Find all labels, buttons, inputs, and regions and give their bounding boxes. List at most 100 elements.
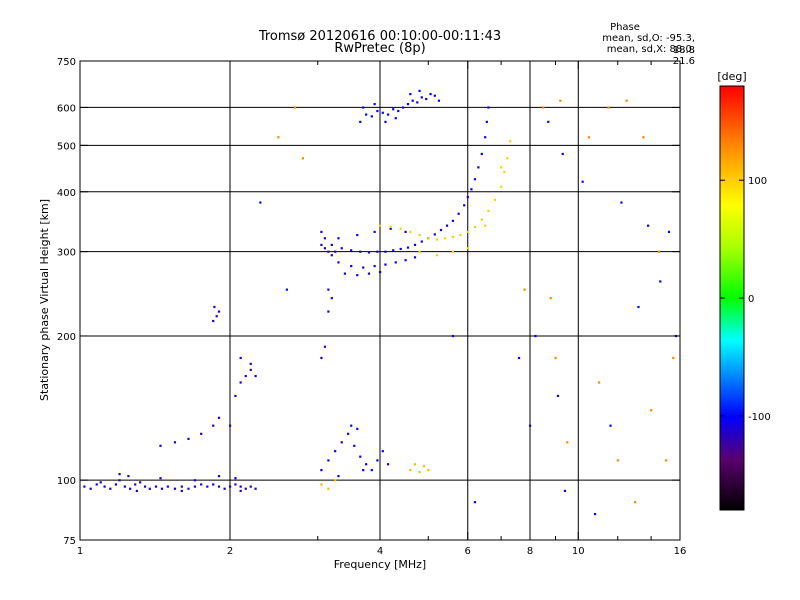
data-point — [277, 136, 280, 139]
data-point — [413, 256, 417, 259]
data-point — [103, 485, 106, 488]
data-point — [143, 485, 147, 488]
data-point — [443, 237, 447, 240]
data-point — [418, 250, 421, 253]
data-point — [129, 487, 132, 490]
y-tick-label: 100 — [57, 476, 76, 487]
data-point — [487, 209, 490, 213]
data-point — [359, 120, 362, 123]
data-point — [200, 483, 203, 486]
data-point — [327, 487, 330, 490]
data-point — [301, 157, 305, 160]
data-point — [350, 424, 353, 427]
data-point — [334, 479, 337, 482]
data-point — [650, 409, 653, 412]
data-point — [406, 246, 410, 249]
data-point — [376, 109, 379, 113]
data-point — [239, 485, 242, 488]
data-point — [506, 157, 509, 160]
data-point — [473, 501, 477, 504]
data-point — [323, 345, 327, 348]
data-point — [593, 512, 597, 516]
data-point — [373, 230, 376, 233]
data-point — [234, 483, 237, 486]
y-axis-label: Stationary phase Virtual Height [km] — [38, 199, 51, 401]
data-point — [285, 288, 288, 291]
data-point — [139, 481, 142, 484]
data-point — [386, 113, 390, 116]
data-point — [367, 251, 371, 254]
data-point — [334, 450, 337, 453]
data-point — [359, 250, 362, 253]
data-point — [346, 432, 350, 435]
data-point — [529, 424, 532, 427]
data-point — [187, 437, 190, 440]
data-point — [637, 305, 640, 309]
data-point — [517, 356, 521, 360]
data-point — [435, 238, 438, 241]
data-point — [587, 136, 591, 139]
data-point — [389, 225, 392, 229]
data-point — [180, 489, 183, 493]
data-point — [99, 481, 102, 484]
data-point — [323, 247, 327, 250]
data-point — [665, 459, 668, 462]
data-point — [89, 487, 92, 490]
data-point — [330, 297, 333, 300]
data-point — [404, 230, 407, 233]
data-point — [473, 225, 477, 229]
data-point — [493, 198, 497, 201]
data-point — [370, 115, 373, 118]
data-point — [362, 266, 365, 269]
data-point — [229, 424, 232, 427]
data-point — [542, 106, 545, 109]
data-point — [249, 368, 252, 371]
data-point — [437, 99, 441, 102]
data-point — [254, 487, 257, 490]
data-point — [672, 356, 675, 360]
y-tick-label: 400 — [57, 188, 76, 199]
data-point — [83, 485, 86, 488]
data-point — [394, 261, 397, 264]
colorbar-tick-label: -100 — [748, 412, 771, 423]
data-point — [356, 233, 359, 237]
data-point — [616, 459, 619, 462]
data-point — [435, 254, 438, 257]
data-point — [320, 469, 323, 472]
data-point — [239, 489, 242, 493]
data-point — [451, 334, 455, 338]
data-point — [500, 166, 503, 169]
data-point — [451, 235, 455, 239]
data-point — [409, 92, 412, 96]
data-point — [365, 463, 368, 466]
data-point — [193, 479, 197, 482]
data-point — [457, 212, 460, 215]
data-point — [581, 180, 584, 183]
data-points — [83, 89, 678, 516]
data-point — [503, 170, 506, 174]
data-point — [229, 485, 232, 488]
data-point — [657, 250, 660, 253]
data-point — [234, 477, 237, 480]
data-point — [418, 470, 421, 474]
data-point — [217, 485, 221, 488]
data-point — [429, 92, 432, 96]
data-point — [337, 237, 340, 240]
data-point — [166, 485, 169, 488]
data-point — [459, 233, 462, 237]
data-point — [404, 259, 407, 262]
data-point — [425, 97, 428, 101]
data-point — [487, 106, 490, 109]
data-point — [433, 94, 436, 97]
data-point — [659, 280, 662, 283]
data-point — [320, 230, 323, 233]
data-point — [154, 485, 158, 488]
data-point — [379, 224, 382, 227]
data-point — [554, 356, 557, 360]
data-point — [135, 489, 138, 493]
data-point — [249, 485, 252, 488]
data-point — [356, 427, 359, 431]
data-point — [480, 218, 483, 221]
data-point — [420, 240, 423, 243]
data-point — [148, 487, 151, 490]
